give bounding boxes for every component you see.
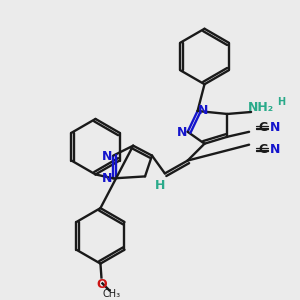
- Text: O: O: [96, 278, 107, 292]
- Text: N: N: [176, 126, 187, 139]
- Text: N: N: [270, 143, 280, 156]
- Text: C: C: [258, 121, 268, 134]
- Text: CH₃: CH₃: [102, 289, 120, 299]
- Text: N: N: [198, 104, 209, 118]
- Text: N: N: [102, 150, 112, 163]
- Text: H: H: [277, 97, 285, 107]
- Text: N: N: [270, 121, 280, 134]
- Text: NH₂: NH₂: [248, 100, 274, 113]
- Text: N: N: [102, 172, 112, 185]
- Text: H: H: [155, 179, 165, 192]
- Text: C: C: [258, 143, 268, 156]
